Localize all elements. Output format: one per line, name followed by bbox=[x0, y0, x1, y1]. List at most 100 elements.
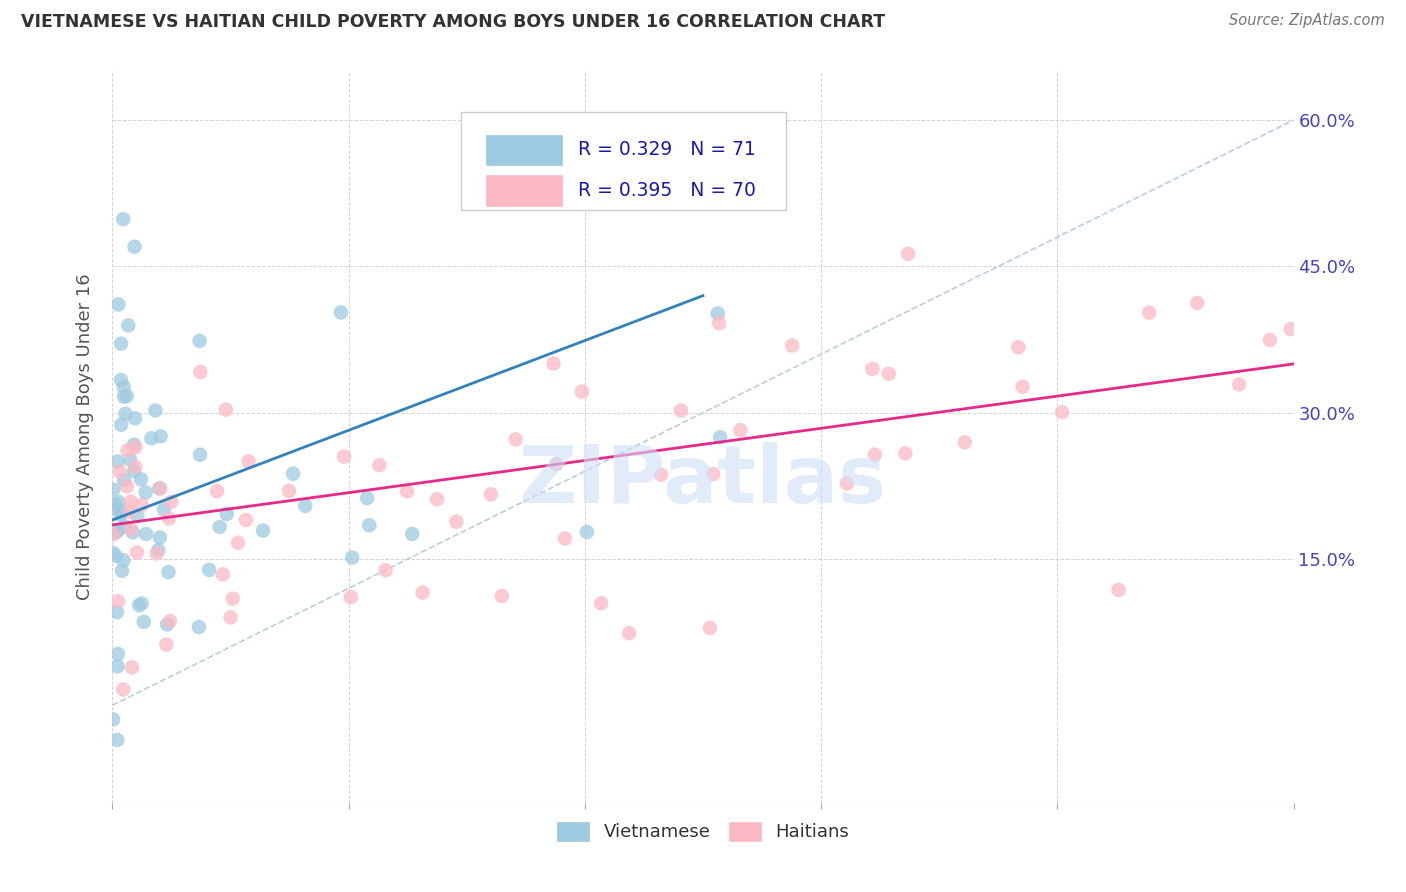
Point bbox=[114, 519, 136, 533]
Point bbox=[897, 247, 920, 261]
Point bbox=[709, 430, 731, 444]
Point bbox=[208, 520, 231, 534]
Point bbox=[294, 499, 316, 513]
Point bbox=[103, 483, 125, 497]
Point bbox=[953, 435, 976, 450]
Point bbox=[103, 527, 125, 541]
Point bbox=[124, 411, 146, 425]
Point bbox=[155, 638, 177, 652]
Point bbox=[149, 531, 172, 545]
Point bbox=[107, 647, 129, 661]
Point bbox=[571, 384, 593, 399]
Point bbox=[650, 467, 672, 482]
Point bbox=[894, 446, 917, 460]
Point bbox=[103, 501, 125, 516]
Point bbox=[107, 659, 129, 673]
Text: VIETNAMESE VS HAITIAN CHILD POVERTY AMONG BOYS UNDER 16 CORRELATION CHART: VIETNAMESE VS HAITIAN CHILD POVERTY AMON… bbox=[21, 13, 886, 31]
Point bbox=[575, 524, 598, 539]
Point bbox=[112, 212, 135, 227]
Point bbox=[148, 482, 170, 496]
Point bbox=[235, 513, 257, 527]
Point bbox=[117, 318, 139, 333]
Point bbox=[215, 402, 238, 417]
Point bbox=[554, 532, 576, 546]
Point bbox=[112, 553, 135, 567]
Point bbox=[112, 473, 135, 487]
Point bbox=[198, 563, 221, 577]
Point bbox=[131, 498, 153, 512]
Point bbox=[706, 306, 728, 320]
Point bbox=[226, 535, 249, 549]
Point bbox=[105, 733, 128, 747]
Point bbox=[117, 443, 139, 458]
Point bbox=[110, 336, 132, 351]
Point bbox=[105, 605, 128, 619]
Point bbox=[159, 614, 181, 628]
Point bbox=[707, 316, 730, 330]
Point bbox=[125, 545, 148, 559]
Point bbox=[395, 484, 418, 499]
Point bbox=[107, 454, 129, 468]
Point bbox=[835, 476, 858, 491]
Text: R = 0.395   N = 70: R = 0.395 N = 70 bbox=[578, 181, 755, 200]
Point bbox=[215, 507, 238, 521]
Point bbox=[149, 482, 172, 496]
Point bbox=[862, 362, 884, 376]
Point bbox=[1007, 340, 1029, 354]
Point bbox=[160, 495, 183, 509]
Point bbox=[107, 297, 129, 311]
Point bbox=[143, 403, 166, 417]
Point bbox=[780, 338, 803, 352]
Legend: Vietnamese, Haitians: Vietnamese, Haitians bbox=[550, 814, 856, 848]
Point bbox=[112, 390, 135, 404]
Point bbox=[505, 433, 527, 447]
Y-axis label: Child Poverty Among Boys Under 16: Child Poverty Among Boys Under 16 bbox=[76, 274, 94, 600]
Point bbox=[135, 527, 157, 541]
Point bbox=[877, 367, 900, 381]
Point bbox=[112, 682, 135, 697]
Point bbox=[401, 527, 423, 541]
Point bbox=[120, 452, 142, 467]
Point bbox=[188, 334, 211, 348]
Point bbox=[135, 485, 157, 500]
Point bbox=[108, 495, 131, 509]
Point bbox=[219, 610, 242, 624]
Point bbox=[374, 563, 396, 577]
Point bbox=[277, 483, 299, 498]
Point bbox=[699, 621, 721, 635]
Point bbox=[426, 492, 449, 507]
Point bbox=[153, 502, 176, 516]
Text: Source: ZipAtlas.com: Source: ZipAtlas.com bbox=[1229, 13, 1385, 29]
Point bbox=[329, 305, 352, 319]
Point bbox=[110, 373, 132, 387]
Point bbox=[103, 546, 125, 560]
Point bbox=[730, 423, 752, 437]
Point bbox=[122, 437, 145, 451]
Point bbox=[221, 591, 243, 606]
Point bbox=[1227, 377, 1250, 392]
Point bbox=[107, 523, 129, 537]
Point bbox=[491, 589, 513, 603]
Point bbox=[129, 472, 152, 486]
Point bbox=[1011, 380, 1033, 394]
Point bbox=[120, 494, 142, 508]
FancyBboxPatch shape bbox=[461, 112, 786, 211]
Point bbox=[121, 660, 143, 674]
Point bbox=[281, 467, 304, 481]
Point bbox=[131, 597, 153, 611]
Point bbox=[112, 380, 135, 394]
Point bbox=[110, 417, 132, 432]
FancyBboxPatch shape bbox=[485, 175, 562, 205]
Point bbox=[211, 567, 233, 582]
Point bbox=[1258, 333, 1281, 347]
Point bbox=[124, 240, 146, 254]
Text: ZIPatlas: ZIPatlas bbox=[519, 442, 887, 520]
Point bbox=[157, 511, 180, 525]
Point bbox=[591, 596, 613, 610]
Point bbox=[104, 549, 127, 563]
Point bbox=[543, 357, 565, 371]
Point bbox=[149, 429, 172, 443]
Point bbox=[132, 615, 155, 629]
Point bbox=[127, 509, 149, 524]
Point bbox=[141, 431, 163, 445]
